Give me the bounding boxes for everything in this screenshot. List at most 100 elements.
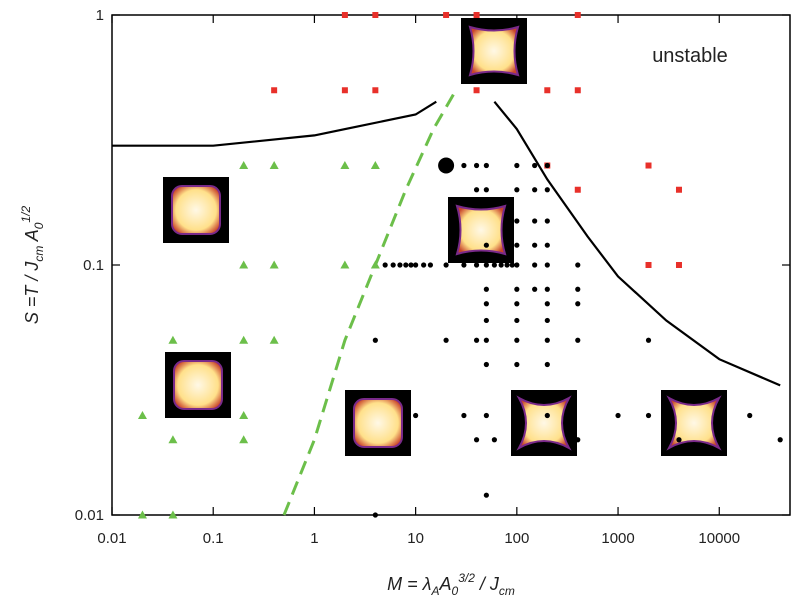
inset-image [660, 389, 728, 457]
triangle-point [239, 411, 249, 420]
xlabel-label: M = λAA03/2 / Jcm [387, 571, 515, 598]
y-tick-label: 0.01 [75, 507, 104, 524]
xlabel-part: M = λ [387, 574, 431, 594]
triangle-point [168, 510, 178, 519]
dot-point [575, 286, 581, 292]
square-point [271, 87, 278, 94]
y-tick-label: 0.1 [83, 257, 104, 274]
square-point [574, 186, 581, 193]
dot-point [676, 437, 682, 443]
square-point [675, 262, 682, 268]
dot-point [509, 262, 515, 268]
dot-point [544, 317, 550, 324]
dot-point [544, 242, 550, 248]
xlabel-part: A [438, 574, 451, 594]
square-point [574, 12, 581, 18]
square-point [645, 262, 652, 268]
xlabel-part: cm [499, 584, 515, 598]
dot-point [483, 361, 489, 368]
dot-point [514, 262, 520, 268]
dot-point [491, 437, 497, 443]
square-point [544, 87, 551, 94]
ylabel-part: cm [32, 246, 46, 262]
ylabel-part: S =T / J [22, 261, 42, 325]
dot-point [514, 337, 520, 343]
ylabel-part: 0 [32, 222, 46, 229]
square-point [473, 87, 480, 94]
dot-point [544, 162, 550, 169]
dot-point [491, 262, 497, 268]
dot-point [473, 437, 480, 443]
annotation: unstable [652, 45, 728, 67]
triangle-point [269, 260, 279, 269]
dot-point [514, 301, 520, 307]
dot-point [777, 437, 783, 443]
dot-point [382, 262, 388, 268]
dot-point [372, 512, 378, 518]
dot-point [461, 262, 467, 268]
dot-point [421, 262, 427, 268]
dot-point [413, 262, 419, 268]
x-tick-label: 1 [310, 530, 318, 547]
dot-point [514, 286, 520, 292]
triangle-point [239, 435, 249, 444]
inset-image [447, 196, 515, 264]
marks [112, 12, 783, 519]
dot-point [645, 337, 652, 343]
ylabel-part: A [22, 229, 42, 245]
inset-image [162, 176, 230, 244]
dot-point [575, 262, 581, 268]
dot-point [532, 262, 538, 268]
dot-point [483, 412, 489, 419]
xlabel-part: 3/2 [458, 571, 475, 585]
dot-point [544, 301, 550, 307]
dot-point [483, 242, 489, 248]
dot-point [408, 262, 414, 268]
dot-point [483, 162, 489, 169]
dot-point [747, 412, 753, 419]
triangle-point [137, 510, 147, 519]
x-tick-label: 10000 [698, 530, 740, 547]
dot-point [575, 337, 581, 343]
dot-point [473, 187, 480, 193]
square-point [645, 162, 652, 169]
dot-point [461, 412, 467, 419]
triangle-point [239, 161, 249, 170]
dot-point [514, 218, 520, 224]
dot-point [372, 337, 378, 343]
dot-point [483, 301, 489, 307]
x-tick-label: 10 [407, 530, 424, 547]
triangle-point [137, 411, 147, 420]
dot-point [473, 337, 480, 343]
dot-point [473, 162, 480, 169]
dot-point [483, 262, 489, 268]
square-point [675, 186, 682, 193]
x-tick-label: 1000 [601, 530, 634, 547]
triangle-point [239, 260, 249, 269]
inset-image [164, 351, 232, 419]
dot-point [544, 218, 550, 224]
dot-point [645, 412, 652, 419]
dot-point [544, 412, 550, 419]
dot-point [483, 337, 489, 343]
xlabel-part: A [430, 584, 439, 598]
square-point [372, 87, 379, 94]
inset-image [460, 17, 528, 85]
dot-point [504, 262, 510, 268]
dot-point [483, 187, 489, 193]
square-point [574, 87, 581, 94]
y-tick-label: 1 [96, 7, 104, 24]
triangle-point [269, 335, 279, 344]
dot-point [483, 492, 489, 498]
dot-point [483, 317, 489, 324]
dot-point [514, 361, 520, 368]
dot-point [532, 218, 538, 224]
triangle-point [269, 161, 279, 170]
dot-point [615, 412, 621, 419]
square-point [372, 12, 379, 18]
xlabel-part: / J [475, 574, 500, 594]
dot-point [413, 412, 419, 419]
ylabel-part: 1/2 [19, 206, 33, 223]
